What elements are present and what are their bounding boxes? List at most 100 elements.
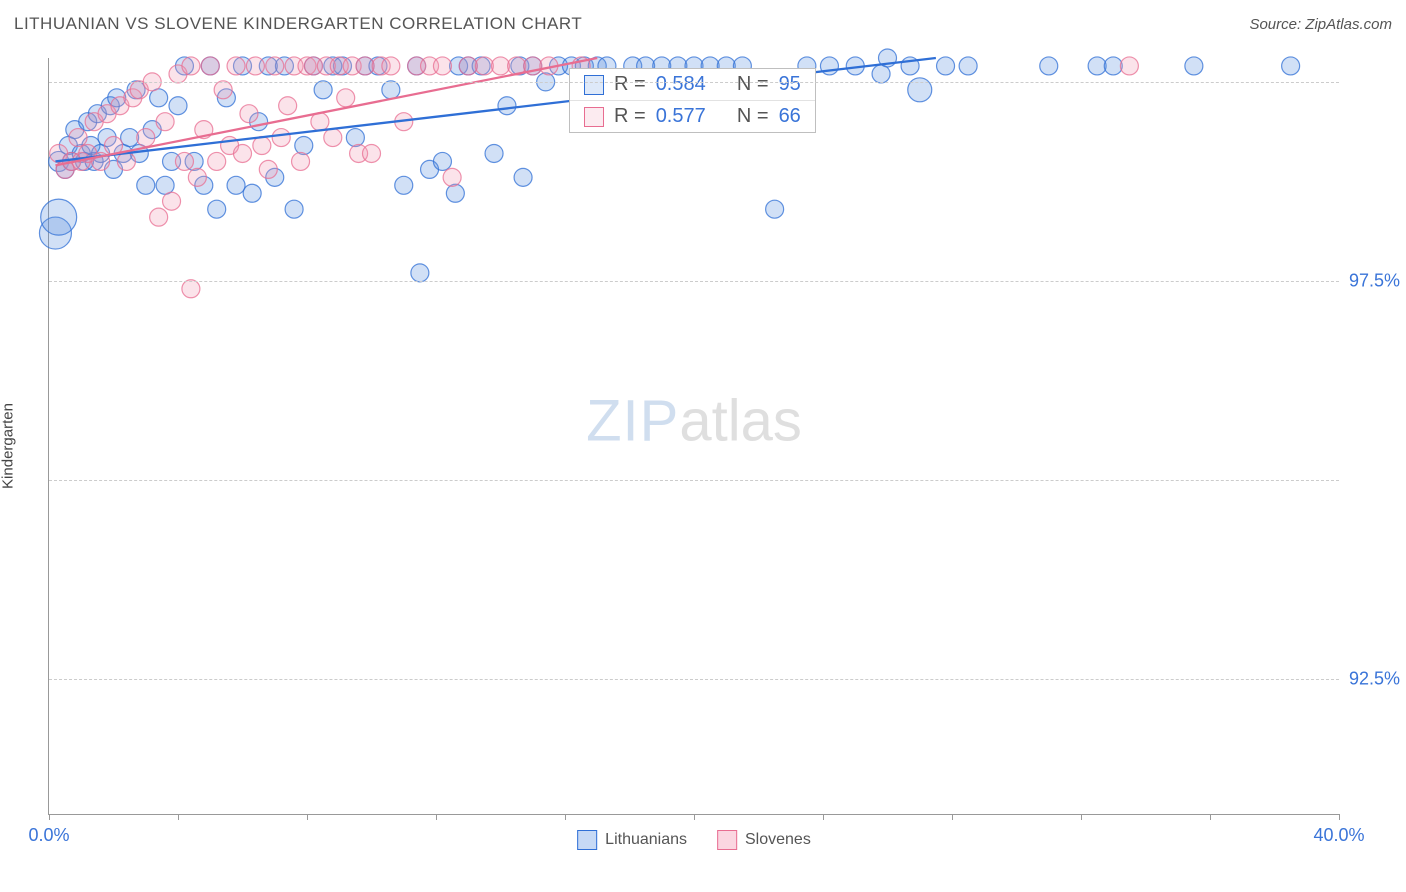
scatter-point-lithuanians: [346, 129, 364, 147]
scatter-point-lithuanians: [872, 65, 890, 83]
stats-r-label: R =: [614, 105, 646, 128]
x-tick: [1339, 814, 1340, 820]
scatter-point-slovenes: [240, 105, 258, 123]
scatter-point-slovenes: [175, 152, 193, 170]
legend-item-lithuanians: Lithuanians: [577, 830, 687, 850]
x-tick-label: 40.0%: [1313, 825, 1364, 846]
scatter-point-slovenes: [324, 129, 342, 147]
scatter-point-slovenes: [459, 57, 477, 75]
x-tick: [952, 814, 953, 820]
x-tick-label: 0.0%: [28, 825, 69, 846]
scatter-point-slovenes: [201, 57, 219, 75]
scatter-point-lithuanians: [150, 89, 168, 107]
chart-title: LITHUANIAN VS SLOVENE KINDERGARTEN CORRE…: [14, 14, 582, 34]
scatter-point-lithuanians: [137, 176, 155, 194]
scatter-point-lithuanians: [1088, 57, 1106, 75]
scatter-point-slovenes: [259, 160, 277, 178]
scatter-point-lithuanians: [937, 57, 955, 75]
scatter-point-lithuanians: [227, 176, 245, 194]
scatter-point-lithuanians: [295, 137, 313, 155]
y-tick-label: 92.5%: [1349, 668, 1406, 689]
scatter-point-slovenes: [279, 97, 297, 115]
stats-n-value: 95: [779, 73, 801, 96]
scatter-point-slovenes: [1120, 57, 1138, 75]
scatter-point-slovenes: [208, 152, 226, 170]
legend-swatch-pink: [717, 830, 737, 850]
scatter-point-lithuanians: [208, 200, 226, 218]
stats-n-label: N =: [737, 105, 769, 128]
scatter-point-slovenes: [475, 57, 493, 75]
scatter-point-slovenes: [382, 57, 400, 75]
correlation-stats-box: R = 0.584 N = 95R = 0.577 N = 66: [569, 68, 816, 133]
scatter-point-lithuanians: [1282, 57, 1300, 75]
scatter-point-slovenes: [117, 152, 135, 170]
stats-row-lithuanians: R = 0.584 N = 95: [570, 69, 815, 100]
y-tick-label: 97.5%: [1349, 270, 1406, 291]
scatter-point-slovenes: [356, 57, 374, 75]
title-bar: LITHUANIAN VS SLOVENE KINDERGARTEN CORRE…: [14, 14, 1392, 34]
stats-swatch-lithuanians: [584, 75, 604, 95]
scatter-point-slovenes: [433, 57, 451, 75]
scatter-point-lithuanians: [41, 199, 77, 235]
scatter-point-lithuanians: [121, 129, 139, 147]
x-tick: [565, 814, 566, 820]
stats-r-label: R =: [614, 73, 646, 96]
scatter-point-lithuanians: [433, 152, 451, 170]
plot-area: ZIPatlas R = 0.584 N = 95R = 0.577 N = 6…: [48, 58, 1339, 815]
x-tick: [436, 814, 437, 820]
scatter-point-slovenes: [234, 144, 252, 162]
legend-label-slovenes: Slovenes: [745, 831, 811, 849]
scatter-point-lithuanians: [285, 200, 303, 218]
y-gridline: [49, 679, 1339, 680]
scatter-point-lithuanians: [498, 97, 516, 115]
x-tick: [823, 814, 824, 820]
stats-row-slovenes: R = 0.577 N = 66: [570, 100, 815, 132]
scatter-point-slovenes: [156, 113, 174, 131]
stats-r-value: 0.584: [656, 73, 706, 96]
scatter-point-lithuanians: [314, 81, 332, 99]
scatter-point-lithuanians: [243, 184, 261, 202]
scatter-point-lithuanians: [766, 200, 784, 218]
scatter-point-lithuanians: [411, 264, 429, 282]
x-tick: [49, 814, 50, 820]
scatter-point-slovenes: [363, 144, 381, 162]
scatter-point-slovenes: [182, 57, 200, 75]
legend-swatch-blue: [577, 830, 597, 850]
scatter-point-slovenes: [492, 57, 510, 75]
legend: Lithuanians Slovenes: [577, 830, 811, 850]
x-tick: [1210, 814, 1211, 820]
scatter-point-slovenes: [150, 208, 168, 226]
scatter-point-lithuanians: [485, 144, 503, 162]
stats-r-value: 0.577: [656, 105, 706, 128]
scatter-point-lithuanians: [169, 97, 187, 115]
scatter-point-lithuanians: [382, 81, 400, 99]
scatter-point-lithuanians: [959, 57, 977, 75]
scatter-point-slovenes: [214, 81, 232, 99]
stats-swatch-slovenes: [584, 107, 604, 127]
scatter-point-slovenes: [246, 57, 264, 75]
scatter-point-slovenes: [292, 152, 310, 170]
scatter-point-lithuanians: [514, 168, 532, 186]
chart-source: Source: ZipAtlas.com: [1249, 16, 1392, 33]
scatter-point-slovenes: [163, 192, 181, 210]
scatter-point-slovenes: [337, 89, 355, 107]
scatter-point-slovenes: [443, 168, 461, 186]
x-tick: [694, 814, 695, 820]
y-gridline: [49, 281, 1339, 282]
y-gridline: [49, 82, 1339, 83]
legend-label-lithuanians: Lithuanians: [605, 831, 687, 849]
stats-n-value: 66: [779, 105, 801, 128]
scatter-point-slovenes: [227, 57, 245, 75]
scatter-point-lithuanians: [395, 176, 413, 194]
x-tick: [307, 814, 308, 820]
scatter-point-slovenes: [69, 129, 87, 147]
scatter-point-lithuanians: [446, 184, 464, 202]
scatter-point-slovenes: [182, 280, 200, 298]
scatter-point-slovenes: [253, 137, 271, 155]
y-axis-label: Kindergarten: [0, 403, 17, 489]
scatter-point-slovenes: [272, 129, 290, 147]
scatter-point-slovenes: [137, 129, 155, 147]
scatter-point-lithuanians: [1104, 57, 1122, 75]
scatter-point-slovenes: [188, 168, 206, 186]
x-tick: [1081, 814, 1082, 820]
